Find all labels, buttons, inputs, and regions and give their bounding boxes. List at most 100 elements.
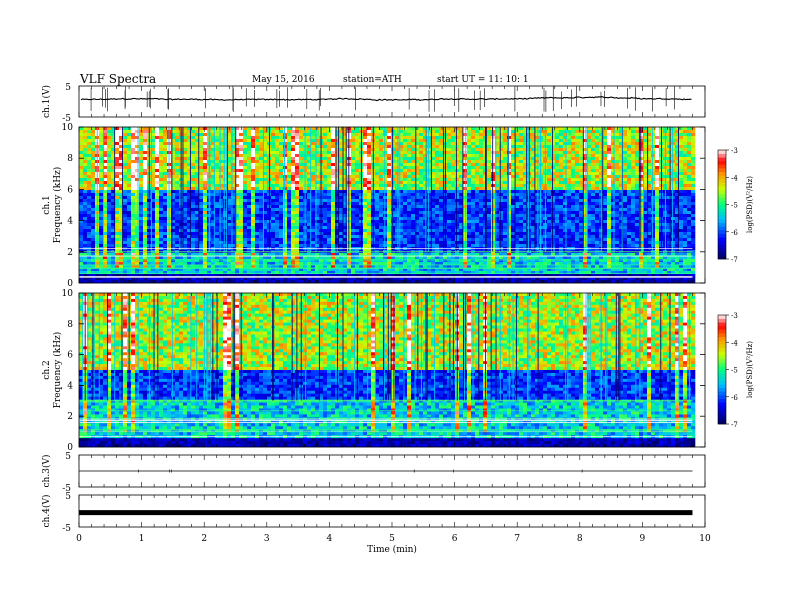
spectrogram-cell bbox=[339, 268, 344, 272]
spectrogram-cell bbox=[143, 241, 148, 245]
spectrogram-cell bbox=[351, 259, 356, 263]
spectrogram-cell bbox=[399, 202, 404, 206]
spectrogram-cell bbox=[227, 232, 232, 236]
spectrogram-cell bbox=[131, 253, 136, 257]
spectrogram-cell bbox=[311, 217, 316, 221]
spectrogram-cell bbox=[187, 277, 192, 281]
spectrogram-cell bbox=[191, 205, 196, 209]
spectrogram-cell bbox=[107, 271, 112, 275]
spectrogram-cell bbox=[175, 178, 180, 182]
spectrogram-cell bbox=[211, 151, 216, 155]
spectrogram-cell bbox=[447, 271, 452, 275]
spectrogram-cell bbox=[199, 244, 204, 248]
spectrogram-cell bbox=[315, 160, 320, 164]
spectrogram-cell bbox=[163, 229, 168, 233]
spectrogram-cell bbox=[183, 271, 188, 275]
spectrogram-cell bbox=[83, 277, 88, 281]
spectrogram-cell bbox=[355, 160, 360, 164]
spectrogram-cell bbox=[451, 133, 456, 137]
spectrogram-cell bbox=[319, 277, 324, 281]
spectrogram-cell bbox=[335, 214, 340, 218]
spectrogram-cell bbox=[291, 265, 296, 269]
spectrogram-cell bbox=[171, 214, 176, 218]
spectrogram-cell bbox=[155, 280, 160, 284]
spectrogram-cell bbox=[215, 208, 220, 212]
spectrogram-cell bbox=[407, 142, 412, 146]
spectrogram-cell bbox=[143, 172, 148, 176]
spectrogram-cell bbox=[411, 181, 416, 185]
spectrogram-cell bbox=[155, 268, 160, 272]
spectrogram-cell bbox=[123, 202, 128, 206]
spectrogram-cell bbox=[311, 196, 316, 200]
spectrogram-cell bbox=[431, 190, 436, 194]
spectrogram-cell bbox=[403, 226, 408, 230]
spectrogram-cell bbox=[279, 211, 284, 215]
spectrogram-cell bbox=[275, 151, 280, 155]
spectrogram-cell bbox=[439, 139, 444, 143]
spectrogram-cell bbox=[175, 136, 180, 140]
spectrogram-cell bbox=[211, 259, 216, 263]
spectrogram-cell bbox=[395, 169, 400, 173]
spectrogram-cell bbox=[355, 130, 360, 134]
spectrogram-cell bbox=[415, 271, 420, 275]
spectrogram-cell bbox=[279, 223, 284, 227]
spectrogram-cell bbox=[287, 199, 292, 203]
spectrogram-cell bbox=[331, 157, 336, 161]
spectrogram-cell bbox=[151, 232, 156, 236]
spectrogram-cell bbox=[203, 211, 208, 215]
spectrogram-cell bbox=[239, 271, 244, 275]
spectrogram-cell bbox=[219, 175, 224, 179]
spectrogram-cell bbox=[403, 244, 408, 248]
spectrogram-cell bbox=[327, 259, 332, 263]
spectrogram-cell bbox=[139, 145, 144, 149]
spectrogram-cell bbox=[291, 151, 296, 155]
spectrogram-cell bbox=[295, 226, 300, 230]
spectrogram-cell bbox=[271, 127, 276, 131]
spectrogram-cell bbox=[435, 145, 440, 149]
spectrogram-cell bbox=[271, 142, 276, 146]
spectrogram-cell bbox=[255, 244, 260, 248]
spectrogram-cell bbox=[123, 220, 128, 224]
spectrogram-cell bbox=[419, 241, 424, 245]
spectrogram-cell bbox=[331, 235, 336, 239]
spectrogram-cell bbox=[395, 259, 400, 263]
spectrogram-cell bbox=[91, 148, 96, 152]
spectrogram-cell bbox=[291, 238, 296, 242]
spectrogram-cell bbox=[375, 169, 380, 173]
spectrogram-cell bbox=[115, 280, 120, 284]
spectrogram-cell bbox=[143, 127, 148, 131]
spectrogram-cell bbox=[363, 181, 368, 185]
spectrogram-cell bbox=[287, 169, 292, 173]
spectrogram-cell bbox=[91, 151, 96, 155]
spectrogram-cell bbox=[403, 157, 408, 161]
spectrogram-cell bbox=[111, 157, 116, 161]
spectrogram-cell bbox=[443, 256, 448, 260]
spectrogram-cell bbox=[311, 199, 316, 203]
spectrogram-cell bbox=[247, 184, 252, 188]
spectrogram-cell bbox=[343, 256, 348, 260]
spectrogram-cell bbox=[411, 268, 416, 272]
spectrogram-cell bbox=[335, 226, 340, 230]
spectrogram-cell bbox=[423, 271, 428, 275]
spectrogram-cell bbox=[315, 265, 320, 269]
spectrogram-cell bbox=[415, 214, 420, 218]
spectrogram-cell bbox=[427, 175, 432, 179]
spectrogram-cell bbox=[447, 187, 452, 191]
spectrogram-cell bbox=[391, 253, 396, 257]
spectrogram-cell bbox=[355, 214, 360, 218]
spectrogram-cell bbox=[143, 184, 148, 188]
spectrogram-cell bbox=[255, 277, 260, 281]
spectrogram-cell bbox=[207, 259, 212, 263]
spectrogram-cell bbox=[427, 256, 432, 260]
y-tick-label: -5 bbox=[62, 114, 71, 124]
spectrogram-cell bbox=[103, 226, 108, 230]
spectrogram-cell bbox=[391, 262, 396, 266]
spectrogram-cell bbox=[79, 190, 84, 194]
spectrogram-cell bbox=[431, 280, 436, 284]
spectrogram-cell bbox=[83, 226, 88, 230]
spectrogram-cell bbox=[155, 241, 160, 245]
spectrogram-cell bbox=[415, 208, 420, 212]
spectrogram-cell bbox=[307, 274, 312, 278]
spectrogram-cell bbox=[175, 163, 180, 167]
spectrogram-cell bbox=[263, 142, 268, 146]
